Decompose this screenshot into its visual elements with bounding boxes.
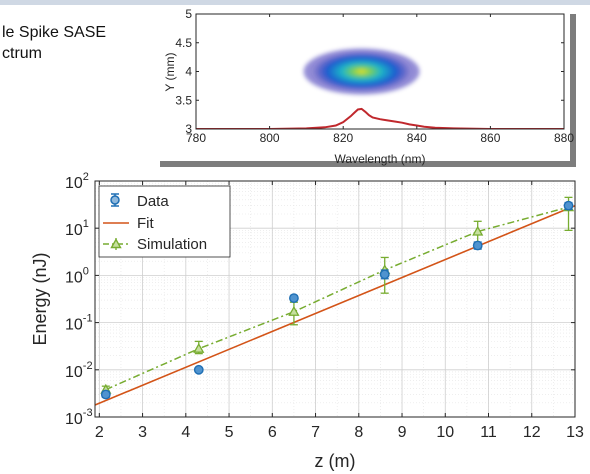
data-point <box>563 200 574 211</box>
main-x-tick-label: 7 <box>311 424 320 441</box>
heatmap-x-ticks: 780 800 820 840 860 880 <box>186 14 574 145</box>
main-y-tick-label: 100 <box>65 265 89 286</box>
data-point <box>379 269 390 280</box>
legend-label-fit: Fit <box>137 215 154 232</box>
heatmap-y-tick-label: 4.5 <box>175 36 192 50</box>
heatmap-y-tick-label: 5 <box>185 7 192 21</box>
data-points <box>100 200 574 400</box>
legend-box <box>98 185 231 258</box>
slide-title-line-1: le Spike SASE <box>2 24 107 41</box>
beam-core <box>311 51 412 92</box>
legend-item-simulation: Simulation <box>103 236 207 253</box>
spectrum-heatmap-chart: 780 800 820 840 860 880 3 3.5 4 4.5 5 Wavelength … <box>160 7 576 167</box>
slide-title: le Spike SASE ctrum <box>2 22 106 64</box>
spectrum-line <box>196 107 564 129</box>
heatmap-x-tick-label: 820 <box>333 131 353 145</box>
main-y-tick-label: 10-1 <box>65 313 93 334</box>
heatmap-x-tick-label: 800 <box>260 131 280 145</box>
inset-shadow-right <box>570 14 576 167</box>
main-y-tick-label: 102 <box>65 171 89 192</box>
data-point <box>289 293 299 304</box>
heatmap-x-label: Wavelength (nm) <box>335 152 426 166</box>
main-x-label: z (m) <box>315 451 356 471</box>
main-x-tick-label: 6 <box>268 424 277 441</box>
heatmap-x-tick-label: 780 <box>186 131 206 145</box>
legend: Data Fit Simulation <box>98 185 231 258</box>
main-x-tick-label: 11 <box>480 424 497 441</box>
main-x-tick-label: 2 <box>95 424 104 441</box>
slide-top-bar <box>0 0 590 5</box>
main-x-tick-label: 9 <box>398 424 407 441</box>
heatmap-y-tick-label: 3.5 <box>175 93 192 107</box>
heatmap-x-tick-label: 840 <box>407 131 427 145</box>
heatmap-x-tick-label: 880 <box>554 131 574 145</box>
main-x-ticks: 2 3 4 5 6 7 8 9 10 11 12 13 <box>95 181 584 441</box>
fit-line <box>95 204 575 406</box>
legend-label-data: Data <box>137 193 169 210</box>
legend-item-fit: Fit <box>103 215 154 232</box>
main-y-label: Energy (nJ) <box>30 252 50 345</box>
data-point <box>472 240 483 251</box>
main-y-tick-label: 10-2 <box>65 360 93 381</box>
heatmap-y-tick-label: 4 <box>185 65 192 79</box>
heatmap-y-label: Y (mm) <box>163 52 177 91</box>
heatmap-y-tick-label: 3 <box>185 122 192 136</box>
simulation-point <box>472 225 484 236</box>
main-x-tick-label: 3 <box>138 424 147 441</box>
simulation-point <box>193 342 205 353</box>
main-x-tick-label: 5 <box>225 424 234 441</box>
main-y-ticks: 10-3 10-2 10-1 100 101 102 <box>65 171 575 428</box>
legend-item-data: Data <box>110 193 169 210</box>
slide-title-line-2: ctrum <box>2 45 42 62</box>
main-x-tick-label: 4 <box>181 424 190 441</box>
main-y-tick-label: 10-3 <box>65 407 93 428</box>
energy-vs-z-chart: 2 3 4 5 6 7 8 9 10 11 12 13 10-3 10-2 10-1 100 101 102 z… <box>30 171 584 471</box>
legend-label-simulation: Simulation <box>137 236 207 253</box>
inset-shadow-bottom <box>160 161 576 167</box>
beam-image <box>196 48 564 129</box>
main-x-tick-label: 12 <box>523 424 541 441</box>
main-x-tick-label: 10 <box>436 424 454 441</box>
main-axes-frame <box>94 180 576 418</box>
data-point <box>100 389 111 400</box>
data-point <box>193 364 204 375</box>
heatmap-x-tick-label: 860 <box>480 131 500 145</box>
main-x-tick-label: 13 <box>566 424 584 441</box>
main-y-tick-label: 101 <box>65 218 89 239</box>
main-x-tick-label: 8 <box>354 424 363 441</box>
simulation-point <box>288 305 300 316</box>
heatmap-y-ticks: 3 3.5 4 4.5 5 <box>175 7 564 136</box>
